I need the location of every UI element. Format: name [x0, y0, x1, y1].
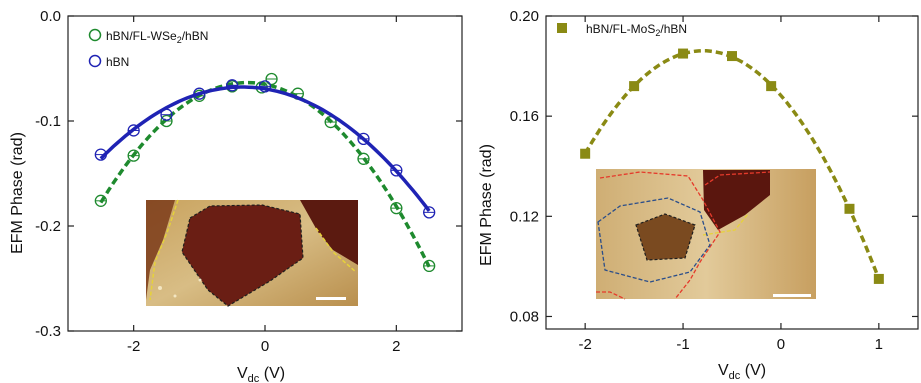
legend-marker-mos2: [557, 23, 567, 33]
legend-marker-wse2: [88, 28, 102, 42]
left-x-axis-title: Vdc (V): [237, 365, 285, 383]
legend-label-wse2: hBN/FL-WSe2/hBN: [106, 29, 208, 45]
left-x-tick-label: 2: [392, 338, 400, 355]
left-x-tick-label: 0: [261, 338, 269, 355]
right-y-axis-title: EFM Phase (rad): [478, 144, 495, 266]
right-x-axis-title: Vdc (V): [718, 362, 766, 382]
right-data-point: [844, 203, 855, 214]
right-x-tick-label: 0: [777, 336, 785, 353]
right-y-tick-label: 0.16: [510, 108, 539, 125]
right-y-tick-label: 0.08: [510, 308, 539, 325]
right-data-point: [580, 148, 591, 159]
right-legend: hBN/FL-MoS2/hBN: [557, 22, 687, 38]
left-inset-scale-bar: [316, 297, 346, 300]
right-y-tick-label: 0.12: [510, 208, 539, 225]
right-inset-afm-image: [596, 169, 816, 300]
right-inset-scale-bar: [773, 294, 811, 297]
right-data-point: [873, 273, 884, 284]
right-x-tick-label: -2: [578, 336, 591, 353]
right-data-point: [678, 48, 689, 59]
legend-label-hbn: hBN: [106, 55, 129, 69]
right-x-tick-label: -1: [676, 336, 689, 353]
right-y-tick-label: 0.20: [510, 8, 539, 25]
left-y-tick-label: -0.2: [35, 218, 61, 235]
left-y-tick-label: -0.1: [35, 113, 61, 130]
right-plot-frame: [545, 15, 919, 330]
left-y-tick-label: -0.3: [35, 323, 61, 340]
left-series-line: [99, 85, 431, 212]
left-series-layer: [94, 72, 436, 273]
left-y-tick-label: 0.0: [40, 8, 61, 25]
right-data-point: [727, 51, 737, 62]
legend-label-mos2: hBN/FL-MoS2/hBN: [586, 22, 687, 38]
right-series-layer: [580, 48, 884, 284]
right-chart: -2 -1 0 1 0.08 0.12 0.16 0.20 hBN/FL-MoS2/hBN E…: [478, 8, 919, 382]
legend-marker-hbn: [88, 54, 102, 68]
left-inset-afm-image: [146, 199, 358, 307]
left-legend: hBN/FL-WSe2/hBN hBN: [88, 28, 208, 69]
left-chart: -2 0 20.0-0.1-0.2-0.3 hBN/FL-WSe2/hBN hBN …: [9, 8, 463, 383]
left-x-tick-label: -2: [127, 338, 140, 355]
right-data-point: [629, 81, 640, 92]
right-axes: -2 -1 0 1 0.08 0.12 0.16 0.20: [510, 8, 919, 353]
right-x-tick-label: 1: [875, 336, 883, 353]
left-series-line: [99, 80, 431, 268]
left-axes: -2 0 2 0.0 -0.1 -0.2 -0.3: [35, 8, 463, 355]
right-data-point: [766, 81, 777, 92]
left-y-axis-title: EFM Phase (rad): [9, 132, 26, 254]
